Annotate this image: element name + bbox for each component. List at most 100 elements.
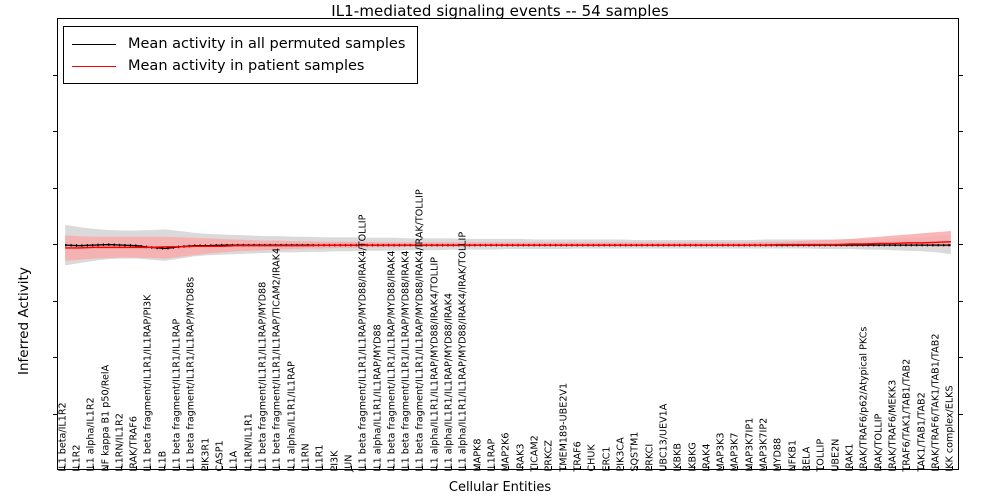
x-tick-label: UBE2N	[830, 439, 842, 472]
x-tick-label: IKBKB	[672, 443, 684, 472]
x-tick-label: IL1 alpha/IL1R1/IL1RAP/MYD88/IRAK4	[443, 293, 455, 472]
x-tick-mark	[636, 466, 638, 470]
x-tick-mark	[894, 466, 896, 470]
x-tick-label: IL1 alpha/IL1R1/IL1RAP/MYD88	[371, 324, 383, 472]
x-tick-mark	[737, 466, 739, 470]
chart-title: IL1-mediated signaling events -- 54 samp…	[331, 2, 669, 20]
x-tick-mark	[92, 466, 94, 470]
x-tick-mark	[193, 466, 195, 470]
y-tick-mark	[959, 413, 963, 415]
x-tick-label: PI3K	[328, 450, 340, 472]
x-tick-label: IL1 beta fragment/IL1R1/IL1RAP/MYD88/IRA…	[386, 250, 398, 472]
y-tick-mark	[959, 131, 963, 132]
x-tick-label: PIK3R1	[200, 438, 212, 472]
x-tick-mark	[422, 466, 424, 470]
x-tick-mark	[78, 466, 80, 470]
x-tick-mark	[908, 466, 910, 470]
x-tick-mark	[722, 466, 724, 470]
x-tick-mark	[278, 466, 280, 470]
legend-line-swatch	[72, 65, 116, 67]
x-tick-label: IL1 beta fragment/IL1R1/IL1RAP/MYD88/IRA…	[414, 189, 426, 472]
x-tick-mark	[350, 466, 352, 470]
plot-svg	[65, 224, 951, 266]
y-tick-mark	[53, 74, 57, 76]
x-tick-label: IRAK/TRAF6	[128, 416, 140, 472]
legend-label: Mean activity in all permuted samples	[128, 36, 406, 52]
x-tick-mark	[393, 466, 395, 470]
x-tick-label: IL1R1	[314, 444, 326, 472]
x-tick-mark	[465, 466, 467, 470]
x-tick-label: IL1R2	[71, 444, 83, 472]
x-tick-mark	[379, 466, 381, 470]
x-tick-label: PIK3CA	[615, 437, 627, 472]
x-tick-label: IL1 alpha/IL1R2	[85, 397, 97, 472]
x-tick-label: IL1 beta fragment/IL1R1/IL1RAP/MYD88s	[185, 277, 197, 472]
x-tick-mark	[579, 466, 581, 470]
x-tick-mark	[235, 466, 237, 470]
y-tick-mark	[959, 187, 963, 189]
x-tick-mark	[679, 466, 681, 470]
series-lines	[65, 241, 951, 250]
x-tick-mark	[164, 466, 166, 470]
x-tick-mark	[923, 466, 925, 470]
x-tick-mark	[64, 466, 66, 470]
x-tick-mark	[665, 466, 667, 470]
x-tick-label: IRAK/TRAF6/MEKK3	[887, 380, 899, 472]
x-tick-mark	[851, 466, 853, 470]
x-tick-label: IRAK/TOLLIP	[873, 414, 885, 472]
x-tick-mark	[479, 466, 481, 470]
x-tick-label: MAP3K7	[729, 432, 741, 472]
x-tick-mark	[293, 466, 295, 470]
x-tick-label: TRAF6/TAK1/TAB1/TAB2	[901, 359, 913, 472]
x-tick-mark	[107, 466, 109, 470]
x-axis-label: Cellular Entities	[448, 480, 552, 495]
y-tick-mark	[53, 131, 57, 132]
y-tick-mark	[959, 244, 963, 245]
legend-item[interactable]: Mean activity in patient samples	[72, 55, 405, 77]
y-tick-mark	[959, 357, 963, 358]
x-tick-label: IL1RN/IL1R2	[114, 413, 126, 472]
x-tick-mark	[550, 466, 552, 470]
x-tick-label: ERC1	[601, 446, 613, 472]
x-tick-mark	[765, 466, 767, 470]
x-tick-label: UBC13/UEV1A	[658, 404, 670, 472]
patient-confidence-band	[65, 231, 951, 261]
x-tick-label: IRAK/TRAF6/TAK1/TAB1/TAB2	[930, 333, 942, 472]
x-tick-label: IL1RN	[300, 443, 312, 472]
legend-line-swatch	[72, 43, 116, 45]
x-tick-mark	[708, 466, 710, 470]
x-tick-label: IKBKG	[686, 442, 698, 472]
x-tick-mark	[880, 466, 882, 470]
y-tick-mark	[53, 244, 57, 245]
x-tick-label: MYD88	[772, 438, 784, 472]
x-tick-label: IL1 beta fragment/IL1R1/IL1RAP/PI3K	[142, 294, 154, 472]
x-tick-label: TICAM2	[529, 435, 541, 472]
x-tick-mark	[150, 466, 152, 470]
x-tick-mark	[622, 466, 624, 470]
x-tick-label: IL1 beta fragment/IL1R1/IL1RAP/TICAM2/IR…	[271, 248, 283, 472]
legend-item[interactable]: Mean activity in all permuted samples	[72, 33, 405, 55]
x-tick-label: IL1 beta fragment/IL1R1/IL1RAP/MYD88	[257, 282, 269, 472]
y-tick-mark	[53, 357, 57, 358]
y-tick-mark	[959, 74, 963, 76]
x-tick-label: IL1 alpha/IL1R1/IL1RAP/MYD88/IRAK4/TOLLI…	[429, 257, 441, 472]
legend-label: Mean activity in patient samples	[128, 58, 365, 74]
x-tick-mark	[808, 466, 810, 470]
x-tick-label: IL1 beta fragment/IL1R1/IL1RAP/MYD88/IRA…	[400, 250, 412, 472]
y-axis-label: Inferred Activity	[16, 267, 32, 375]
x-tick-mark	[221, 466, 223, 470]
x-tick-label: IL1RAP	[486, 439, 498, 472]
x-tick-label: IRAK3	[515, 443, 527, 472]
x-tick-mark	[565, 466, 567, 470]
x-tick-label: JUN	[343, 454, 355, 472]
x-tick-mark	[794, 466, 796, 470]
x-tick-mark	[522, 466, 524, 470]
x-tick-label: MAP3K7IP2	[758, 418, 770, 472]
x-tick-label: NFKB1	[787, 440, 799, 472]
x-tick-label: IL1A	[228, 451, 240, 472]
x-tick-label: IL1 alpha/IL1R1/IL1RAP	[286, 361, 298, 472]
x-tick-mark	[207, 466, 209, 470]
x-tick-label: IL1 beta fragment/IL1R1/IL1RAP	[171, 319, 183, 472]
x-tick-label: TAK1/TAB1/TAB2	[916, 392, 927, 472]
x-tick-mark	[536, 466, 538, 470]
